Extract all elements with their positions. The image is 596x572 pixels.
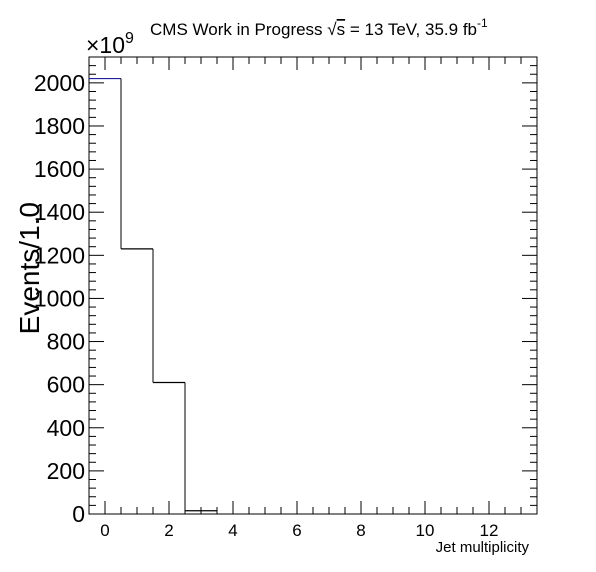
y-tick-label: 200 <box>47 458 85 484</box>
y-tick-label: 1400 <box>34 199 85 225</box>
y-tick-label: 1200 <box>34 242 85 268</box>
y-tick-label: 0 <box>72 501 85 527</box>
sqrt-s: s <box>337 20 346 39</box>
y-tick-label: 1600 <box>34 156 85 182</box>
y-axis-title: Events/1.0 <box>14 202 45 334</box>
y-tick-label: 800 <box>47 329 85 355</box>
title-main: CMS Work in Progress <box>150 20 327 39</box>
title-superscript: -1 <box>477 16 488 30</box>
x-axis-title: Jet multiplicity <box>436 539 530 556</box>
y-exponent-base: ×10 <box>86 32 125 58</box>
histogram-bins <box>88 77 218 514</box>
x-tick-label: 12 <box>480 521 499 540</box>
x-tick-label: 6 <box>292 521 301 540</box>
y-tick-label: 2000 <box>34 70 85 96</box>
x-tick-label: 0 <box>100 521 109 540</box>
y-tick-label: 600 <box>47 372 85 398</box>
chart-title: CMS Work in Progress √s = 13 TeV, 35.9 f… <box>150 16 488 39</box>
x-tick-label: 8 <box>356 521 365 540</box>
y-tick-label: 1000 <box>34 285 85 311</box>
y-exponent-label: ×109 <box>86 30 134 58</box>
x-tick-label: 4 <box>228 521 237 540</box>
sqrt-symbol: √ <box>327 20 337 39</box>
y-tick-label: 400 <box>47 415 85 441</box>
y-exponent-power: 9 <box>125 30 134 47</box>
x-tick-label: 2 <box>164 521 173 540</box>
x-tick-label: 10 <box>416 521 435 540</box>
y-tick-label: 1800 <box>34 113 85 139</box>
x-axis-ticks: 0 2 4 6 8 10 12 <box>88 57 538 540</box>
y-axis-ticks: 0 200 400 600 800 1000 1200 1400 1600 1800 2000 <box>34 56 537 527</box>
title-rest: = 13 TeV, 35.9 fb <box>345 20 477 39</box>
plot-frame <box>88 56 538 515</box>
